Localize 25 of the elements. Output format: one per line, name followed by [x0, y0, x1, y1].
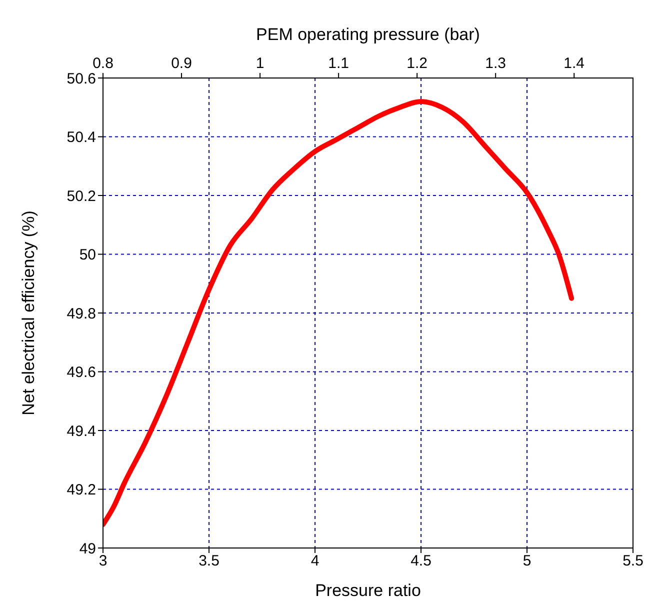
x-tick-label: 4.5 [410, 552, 432, 570]
y-tick-label: 49.2 [66, 482, 96, 499]
x-tick-label: 5.5 [622, 552, 644, 570]
x2-tick-label: 0.9 [171, 55, 192, 72]
x-tick-label: 5 [522, 552, 532, 570]
y-tick-label: 50.2 [66, 188, 96, 205]
x2-tick-label: 1.1 [328, 55, 349, 72]
x2-axis-title: PEM operating pressure (bar) [256, 25, 480, 44]
y-axis-title: Net electrical efficiency (%) [19, 210, 38, 416]
y-tick-label: 50.4 [66, 129, 96, 146]
x-tick-label: 3.5 [198, 552, 220, 570]
x2-tick-label: 1.3 [485, 55, 506, 72]
y-tick-label: 49.8 [66, 305, 96, 322]
x2-tick-label: 1 [256, 55, 264, 72]
x2-tick-label: 1.4 [564, 55, 585, 72]
y-tick-label: 49 [79, 540, 96, 558]
y-tick-label: 50 [79, 246, 96, 264]
y-tick-label: 49.6 [66, 364, 96, 382]
x-tick-label: 4 [310, 552, 320, 570]
y-tick-label: 49.4 [66, 422, 96, 440]
x2-tick-label: 0.8 [92, 55, 114, 72]
x2-tick-label: 1.2 [406, 55, 428, 72]
y-tick-label: 50.6 [66, 70, 96, 88]
x-axis-title: Pressure ratio [315, 581, 421, 600]
x-tick-label: 3 [98, 552, 108, 570]
